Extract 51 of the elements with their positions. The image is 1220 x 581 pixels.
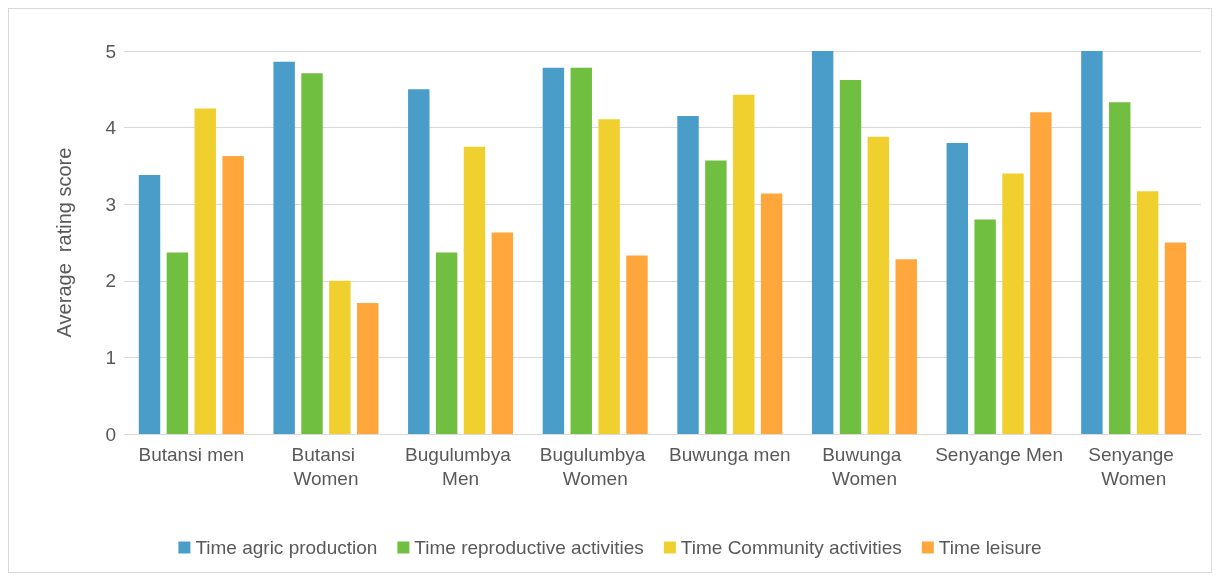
bar [811,51,834,434]
bar [867,136,890,434]
bar [273,61,295,434]
bar [463,146,486,434]
bar [166,252,189,434]
legend-label: Time Community activities [680,537,902,558]
bar [570,67,592,434]
bar [329,280,351,434]
bar [974,219,996,434]
bar [895,259,917,434]
bar [839,80,862,434]
y-tick-label: 1 [105,346,116,368]
bar [222,155,244,434]
bar [705,160,727,434]
bar [138,175,161,434]
bar [408,89,430,434]
legend-label: Time agric production [195,537,378,558]
y-tick-label: 2 [105,270,116,292]
bar [1030,112,1052,434]
x-tick-label: Buwunga Women [822,443,907,489]
legend-label: Time leisure [938,537,1042,558]
bar [598,119,620,434]
bar [542,67,565,434]
bar [1136,191,1159,434]
y-tick-label: 5 [105,40,116,62]
bar [1109,102,1131,434]
x-tick-label: Butansi men [138,443,245,465]
y-tick-label: 4 [105,117,117,139]
bar [677,116,699,434]
x-tick-label: Buwunga men [669,443,791,465]
bar [1002,173,1024,434]
bar [301,73,323,434]
legend-label: Time reproductive activities [414,537,644,558]
x-tick-label: Senyange Women [1088,443,1180,489]
bar [357,303,379,434]
bar [1164,242,1187,434]
bar [733,94,755,434]
y-tick-label: 3 [105,193,116,215]
x-tick-label: Bugulumbya Women [539,443,651,489]
y-axis-title: Average rating score [53,147,75,338]
bar [435,252,458,434]
bar [194,108,216,434]
bar [1081,51,1103,434]
bar [626,255,648,434]
y-tick-label: 0 [105,423,116,445]
x-tick-label: Butansi Women [291,443,361,489]
bar [491,232,514,434]
x-tick-label: Bugulumbya Men [405,443,517,489]
bar [760,193,783,434]
x-tick-label: Senyange Men [935,443,1063,465]
bar [946,142,968,434]
